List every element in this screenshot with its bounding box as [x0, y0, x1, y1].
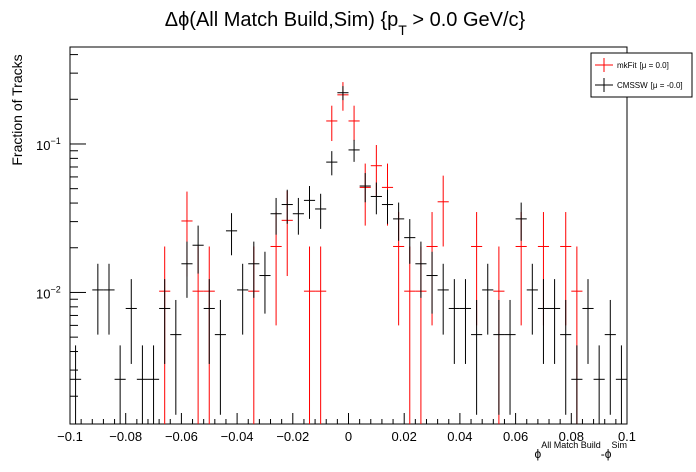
- data-point: [437, 175, 449, 247]
- x-tick-label: 0.04: [447, 429, 472, 444]
- data-point: [337, 86, 349, 101]
- data-point: [404, 246, 416, 424]
- x-tick-label: 0.1: [618, 429, 636, 444]
- y-axis: 10−1 10−2: [36, 136, 61, 301]
- data-point: [471, 299, 483, 415]
- data-point: [482, 263, 494, 335]
- x-tick-label: 0: [345, 429, 352, 444]
- data-point: [504, 299, 516, 415]
- legend-mkfit-label: mkFit [μ = 0.0]: [617, 61, 669, 70]
- data-point: [248, 241, 260, 298]
- data-point: [103, 263, 115, 335]
- y-tick-label: 10−1: [36, 136, 61, 153]
- y-tick-label: 10−2: [36, 284, 61, 301]
- x-tick-label: 0.08: [559, 429, 584, 444]
- data-point: [615, 345, 627, 424]
- data-point: [70, 345, 82, 424]
- data-point: [292, 197, 304, 235]
- data-point: [415, 241, 427, 298]
- data-point: [303, 186, 316, 219]
- data-point: [493, 299, 505, 415]
- data-point: [448, 279, 460, 364]
- legend: mkFit [μ = 0.0] CMSSW [μ = -0.0]: [590, 52, 693, 98]
- legend-entry-mkfit: mkFit [μ = 0.0]: [595, 58, 669, 72]
- data-point: [125, 279, 137, 364]
- data-point: [560, 299, 572, 415]
- data-point: [192, 225, 204, 274]
- x-tick-label: 0.06: [503, 429, 528, 444]
- data-point: [571, 345, 583, 424]
- data-point: [426, 251, 438, 314]
- data-point: [192, 246, 204, 424]
- data-point: [203, 279, 215, 364]
- data-point: [459, 279, 472, 364]
- data-point: [326, 151, 338, 176]
- data-point: [515, 202, 527, 241]
- data-point: [315, 246, 327, 424]
- x-tick-label: −0.04: [221, 429, 254, 444]
- x-tick-label: −0.08: [109, 429, 142, 444]
- data-point: [159, 279, 171, 364]
- data-point: [549, 279, 561, 364]
- y-axis-label: Fraction of Tracks: [9, 54, 25, 165]
- data-point: [326, 105, 338, 142]
- data-point: [147, 345, 160, 424]
- data-point: [170, 299, 182, 415]
- data-series: [70, 82, 627, 424]
- series-mkfit: [159, 82, 583, 424]
- data-point: [214, 299, 226, 415]
- legend-entry-cmssw: CMSSW [μ = -0.0]: [595, 78, 683, 92]
- data-point: [437, 263, 449, 335]
- data-point: [281, 189, 293, 224]
- data-point: [526, 263, 538, 335]
- data-point: [181, 241, 193, 298]
- data-point: [114, 345, 126, 424]
- data-point: [393, 202, 405, 241]
- x-tick-label: −0.06: [165, 429, 198, 444]
- data-point: [359, 173, 371, 203]
- chart-title: Δϕ(All Match Build,Sim) {pT > 0.0 GeV/c}: [165, 9, 526, 38]
- data-point: [381, 189, 394, 224]
- data-point: [604, 299, 616, 415]
- data-point: [315, 193, 327, 229]
- x-axis: −0.1 −0.08 −0.06 −0.04 −0.02 0 0.02 0.04 0.06 0.0…: [57, 413, 636, 444]
- data-point: [303, 246, 316, 424]
- data-point: [259, 251, 271, 314]
- data-point: [348, 105, 360, 142]
- data-point: [92, 263, 104, 335]
- x-tick-label: 0.02: [392, 429, 417, 444]
- series-cmssw: [70, 86, 627, 424]
- data-point: [225, 213, 238, 256]
- y-minor-ticks: [70, 54, 86, 397]
- x-axis-label: ϕAll Match Build-ϕSim: [535, 440, 627, 461]
- x-tick-label: −0.02: [276, 429, 309, 444]
- data-point: [582, 279, 594, 364]
- data-point: [348, 139, 360, 162]
- data-point: [237, 263, 249, 335]
- data-point: [593, 345, 605, 424]
- legend-box: [590, 52, 693, 98]
- data-point: [136, 345, 148, 424]
- data-point: [537, 279, 550, 364]
- legend-cmssw-label: CMSSW [μ = -0.0]: [617, 81, 683, 90]
- data-point: [404, 219, 416, 264]
- data-point: [370, 182, 382, 215]
- x-tick-label: −0.1: [57, 429, 83, 444]
- data-point: [270, 197, 282, 235]
